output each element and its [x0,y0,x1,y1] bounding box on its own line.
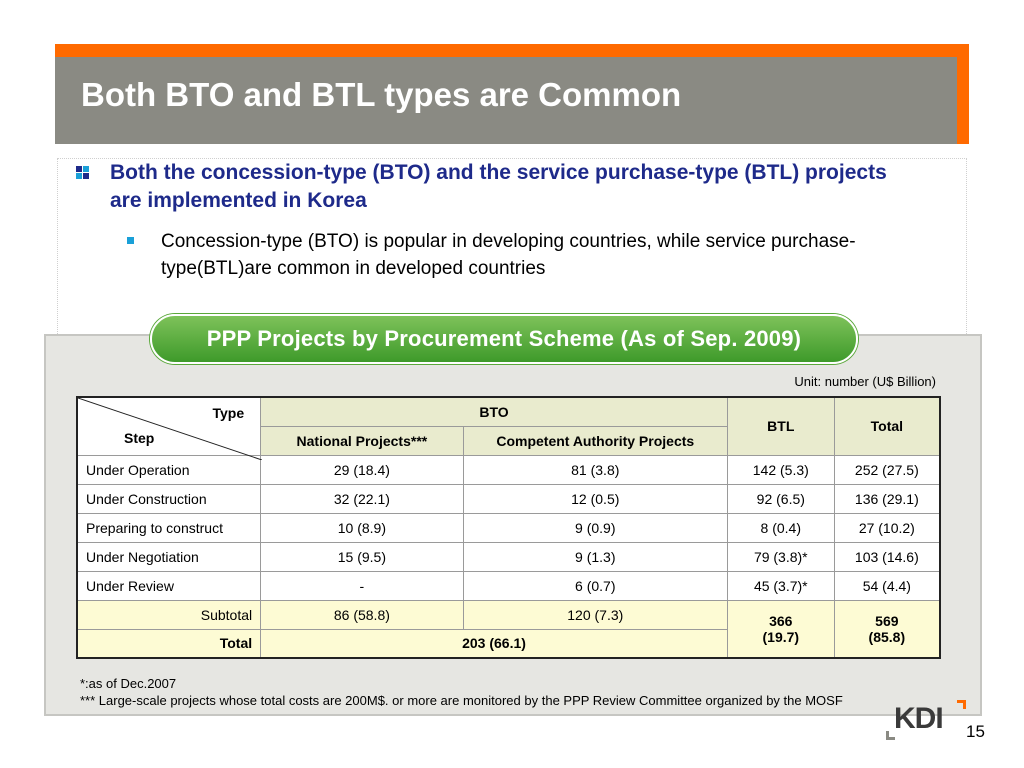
header-national: National Projects*** [260,425,464,456]
cell-competent: 6 (0.7) [462,570,728,601]
kdi-logo: KDI [886,700,968,744]
header-bar [55,57,957,144]
cell-total: 27 (10.2) [833,512,941,543]
total-sum-cell: 569 (85.8) [833,599,941,659]
ppp-projects-table: Type Step BTO BTL Total National Project… [76,396,941,659]
corner-step-label: Step [124,429,155,446]
cell-total: 136 (29.1) [833,483,941,514]
logo-text: KDI [894,702,944,735]
page-number: 15 [966,722,985,741]
table-title-banner: PPP Projects by Procurement Scheme (As o… [150,314,858,364]
bullet-main: Both the concession-type (BTO) and the s… [110,161,887,212]
footnote-1: *:as of Dec.2007 [80,676,177,691]
total-bto: 203 (66.1) [260,628,728,659]
row-step: Under Construction [76,483,262,514]
footnote-2: *** Large-scale projects whose total cos… [80,693,843,708]
total-sum-count: 569 [875,612,899,629]
cell-competent: 9 (1.3) [462,541,728,572]
subtotal-row: Subtotal 86 (58.8) 120 (7.3) 366 (19.7) … [76,599,941,659]
cell-national: 32 (22.1) [260,483,464,514]
btl-sum-count: 366 [769,612,793,629]
table-title: PPP Projects by Procurement Scheme (As o… [206,326,802,351]
cell-competent: 9 (0.9) [462,512,728,543]
diagonal-divider [78,398,262,460]
logo-bracket-icon [886,731,895,740]
cell-btl: 92 (6.5) [726,483,835,514]
square-bullet-icon [76,166,89,179]
cell-total: 54 (4.4) [833,570,941,601]
subtotal-national: 86 (58.8) [260,599,464,630]
cell-btl: 142 (5.3) [726,454,835,485]
logo-bracket-icon [957,700,966,709]
sub-bullet-icon [127,237,134,244]
table-row: Under Construction 32 (22.1) 12 (0.5) 92… [76,483,941,514]
row-step: Preparing to construct [76,512,262,543]
table-row: Under Negotiation 15 (9.5) 9 (1.3) 79 (3… [76,541,941,572]
btl-sum-cell: 366 (19.7) [726,599,835,659]
page-title: Both BTO and BTL types are Common [81,76,682,113]
table-corner-cell: Type Step [76,396,262,460]
cell-competent: 12 (0.5) [462,483,728,514]
header-total: Total [833,396,941,456]
cell-total: 252 (27.5) [833,454,941,485]
unit-label: Unit: number (U$ Billion) [794,374,936,389]
header-competent: Competent Authority Projects [462,425,728,456]
cell-total: 103 (14.6) [833,541,941,572]
cell-national: 15 (9.5) [260,541,464,572]
cell-btl: 45 (3.7)* [726,570,835,601]
cell-btl: 8 (0.4) [726,512,835,543]
content-area [57,158,967,336]
row-step: Under Review [76,570,262,601]
table-row: Under Review - 6 (0.7) 45 (3.7)* 54 (4.4… [76,570,941,601]
btl-sum-value: (19.7) [762,628,800,645]
total-label: Total [76,628,262,659]
cell-national: 29 (18.4) [260,454,464,485]
table-row: Under Operation 29 (18.4) 81 (3.8) 142 (… [76,454,941,485]
total-sum-value: (85.8) [868,628,906,645]
table-row: Preparing to construct 10 (8.9) 9 (0.9) … [76,512,941,543]
row-step: Under Operation [76,454,262,485]
cell-competent: 81 (3.8) [462,454,728,485]
row-step: Under Negotiation [76,541,262,572]
corner-type-label: Type [212,405,245,421]
cell-national: - [260,570,464,601]
header-bto: BTO [260,396,728,427]
subtotal-label: Subtotal [76,599,262,630]
subtotal-competent: 120 (7.3) [462,599,728,630]
cell-btl: 79 (3.8)* [726,541,835,572]
cell-national: 10 (8.9) [260,512,464,543]
bullet-sub: Concession-type (BTO) is popular in deve… [161,231,856,279]
header-btl: BTL [726,396,835,456]
